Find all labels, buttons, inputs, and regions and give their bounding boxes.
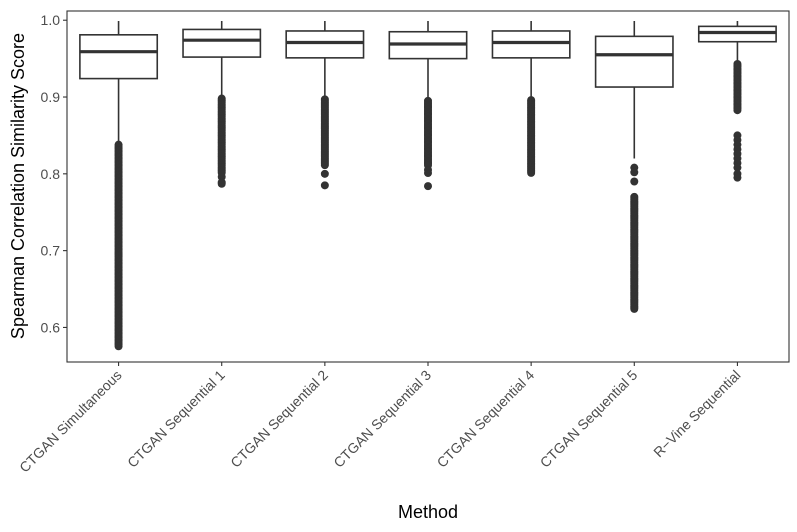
x-tick-label: CTGAN Sequential 1: [124, 367, 228, 471]
x-tick-label: CTGAN Simultaneous: [16, 367, 125, 476]
outlier-point: [424, 182, 432, 191]
box-group: [594, 20, 674, 313]
outlier-point: [733, 173, 742, 182]
outlier-point: [114, 342, 123, 351]
y-tick-label: 0.8: [41, 166, 61, 182]
y-tick-label: 1.0: [41, 12, 61, 28]
outlier-point: [630, 304, 639, 313]
outlier-point: [320, 161, 329, 170]
box: [182, 28, 262, 58]
x-tick-label: CTGAN Sequential 5: [537, 367, 641, 471]
y-axis-title: Spearman Correlation Similarity Score: [8, 33, 28, 339]
x-tick-label: CTGAN Sequential 2: [227, 367, 331, 471]
outlier-point: [424, 169, 432, 178]
y-axis: 0.6 0.7 0.8 0.9 1.0: [41, 12, 67, 335]
outlier-point: [733, 163, 742, 172]
outlier-point: [320, 169, 329, 178]
box: [285, 30, 365, 59]
y-tick-label: 0.6: [41, 319, 61, 335]
box-group: [491, 20, 571, 177]
box-group: [388, 20, 468, 191]
box-group: [79, 20, 159, 351]
outlier-point: [527, 168, 536, 177]
box-group: [285, 20, 365, 190]
outlier-point: [733, 106, 742, 115]
outlier-point: [630, 177, 639, 186]
box: [491, 30, 571, 59]
x-axis-title: Method: [398, 502, 458, 522]
box: [79, 34, 159, 80]
outlier-point: [217, 179, 226, 188]
box: [594, 35, 674, 88]
box-marks: [79, 20, 777, 351]
box-group: [697, 20, 777, 182]
box-group: [182, 20, 262, 188]
outlier-point: [630, 168, 639, 177]
outlier-point: [320, 181, 329, 190]
x-axis: CTGAN Simultaneous CTGAN Sequential 1 CTGA…: [16, 362, 744, 476]
y-tick-label: 0.9: [41, 89, 61, 105]
y-tick-label: 0.7: [41, 243, 61, 259]
x-tick-label: CTGAN Sequential 4: [434, 367, 538, 471]
x-tick-label: R−Vine Sequential: [650, 367, 743, 460]
x-tick-label: CTGAN Sequential 3: [330, 367, 434, 471]
